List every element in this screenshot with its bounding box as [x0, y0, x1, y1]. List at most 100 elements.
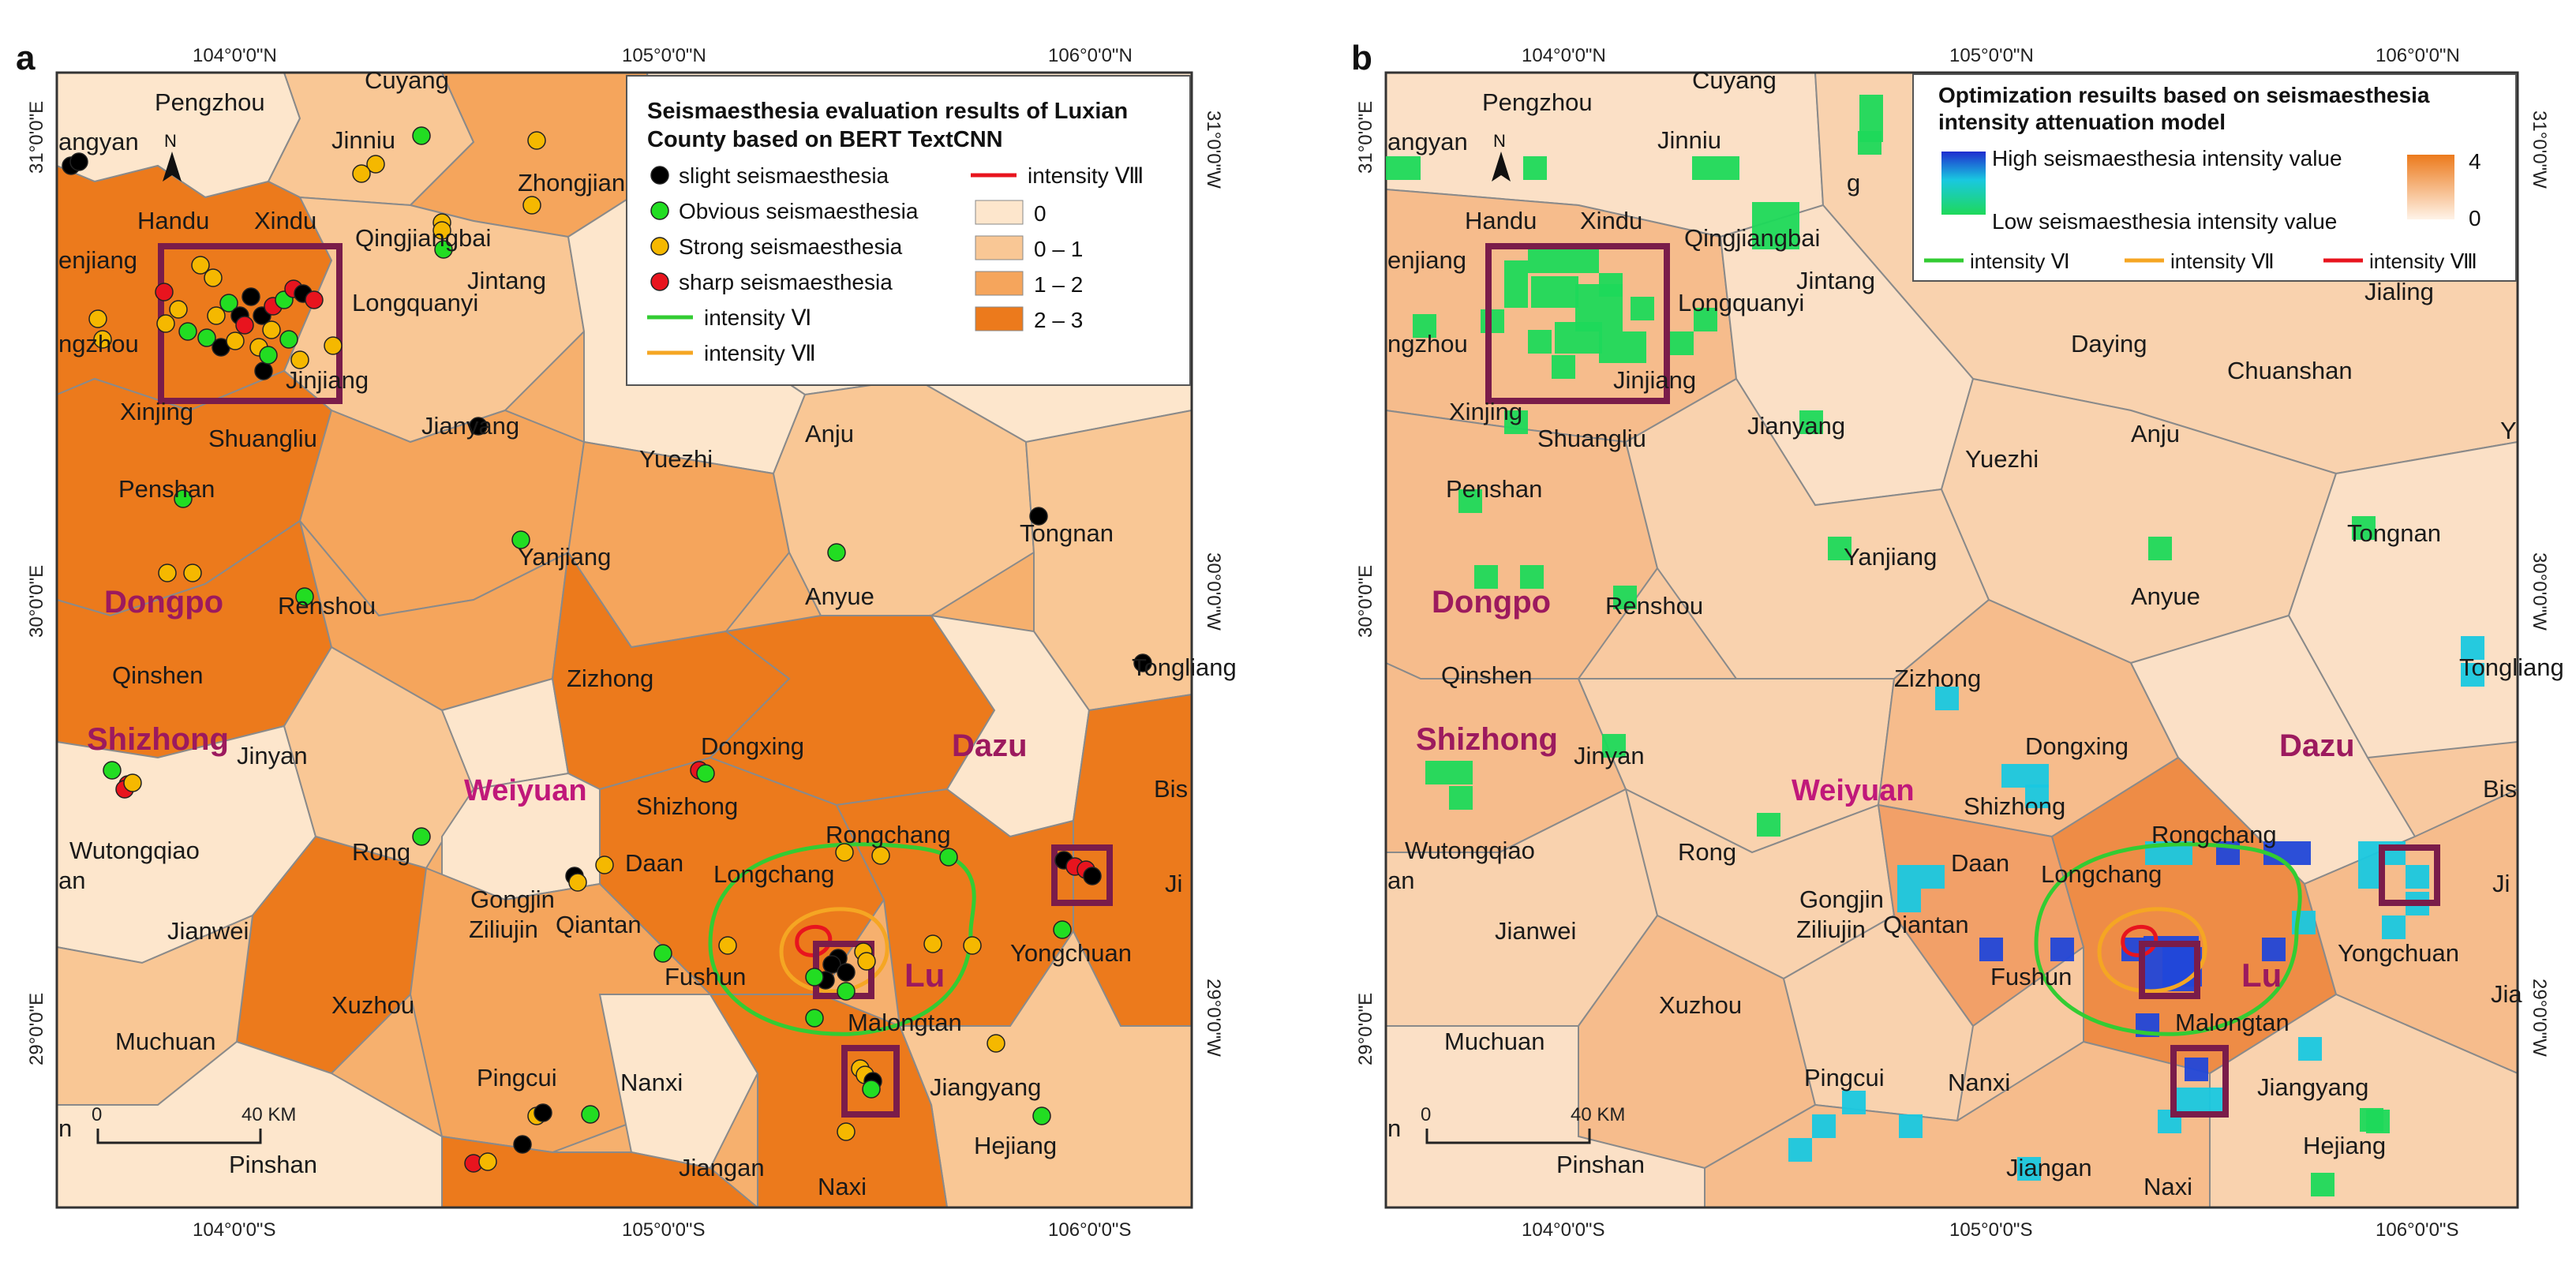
graticule-bottom-label: 106°0'0"S	[2376, 1219, 2458, 1241]
place-label: Malongtan	[848, 1009, 962, 1036]
intensity-cell	[1481, 309, 1504, 333]
place-label: Xuzhou	[331, 991, 414, 1019]
region	[1877, 803, 2085, 1028]
legend-items: slight seismaesthesia Obvious seismaesthe…	[647, 163, 1144, 365]
place-label: Jinjiang	[286, 366, 369, 394]
place-label: Jinyan	[1574, 742, 1645, 769]
seismaesthesia-point	[366, 155, 385, 174]
intensity-cell	[1528, 330, 1552, 354]
intensity-cell	[2017, 1157, 2041, 1181]
legend-title: intensity attenuation model	[1938, 110, 2226, 134]
seismaesthesia-point	[69, 152, 88, 171]
legend-line-label: intensity Ⅵ	[704, 305, 811, 330]
seismaesthesia-point	[123, 773, 142, 792]
intensity-cell	[1528, 249, 1552, 273]
place-label: Longquanyi	[1678, 289, 1804, 316]
place-label: Penshan	[118, 475, 215, 503]
intensity-cell	[1935, 687, 1959, 710]
graticule-left-label: 30°0'0"E	[26, 565, 47, 638]
place-label: Hejiang	[2303, 1132, 2386, 1159]
graticule-right-label: 30°0'0"W	[1203, 552, 1224, 631]
intensity-cell	[1692, 156, 1739, 180]
scale-bar-end: 40 KM	[1571, 1104, 1625, 1125]
seismaesthesia-point	[204, 268, 223, 287]
place-label: Tongliang	[1132, 653, 1237, 681]
place-label: Zizhong	[1894, 665, 1981, 692]
seismaesthesia-point	[93, 330, 112, 349]
seismaesthesia-point	[242, 287, 260, 306]
legend-line-label: intensity Ⅷ	[1028, 163, 1144, 188]
place-label: g	[1847, 169, 1860, 197]
region	[1782, 914, 1975, 1122]
intensity-cell	[2262, 938, 2286, 961]
place-label: Malongtan	[2175, 1009, 2290, 1036]
place-label: Ziliujin	[469, 915, 538, 943]
highlight-box	[2379, 844, 2440, 906]
seismaesthesia-point	[837, 1122, 856, 1141]
highlight-box	[1051, 844, 1113, 906]
place-label: Nanxi	[1948, 1069, 2010, 1096]
place-label: Daying	[2071, 330, 2147, 358]
panel-a-label: a	[16, 39, 36, 77]
place-label: Naxi	[2144, 1173, 2192, 1200]
place-label: Muchuan	[1444, 1028, 1545, 1055]
graticule-right-label: 30°0'0"W	[2529, 552, 2550, 631]
intensity-cell	[1599, 331, 1646, 363]
intensity-cell	[2360, 1108, 2383, 1132]
legend-class-label: 0	[1034, 201, 1046, 226]
seismaesthesia-point	[169, 300, 188, 319]
intensity-cell	[1504, 260, 1528, 284]
place-label: Yanjiang	[1844, 543, 1937, 571]
place-label: Jianyang	[421, 412, 519, 440]
place-label: Xinjing	[1449, 398, 1522, 425]
place-label: Penshan	[1446, 475, 1542, 503]
intensity-cell	[1788, 1138, 1812, 1162]
graticule-right-label: 31°0'0"W	[2529, 110, 2550, 189]
place-label: Xinjing	[120, 398, 193, 425]
intensity-7-line	[2097, 907, 2207, 994]
place-label: Renshou	[278, 592, 376, 620]
graticule-left-label: 29°0'0"E	[26, 993, 47, 1065]
seismaesthesia-point	[653, 944, 672, 963]
legend-point-symbol	[650, 237, 669, 256]
scale-bar-line	[1425, 1129, 1591, 1144]
place-label: ngzhou	[1387, 330, 1468, 358]
place-label: Jianwei	[1495, 917, 1576, 945]
legend-class-swatch	[975, 306, 1024, 331]
intensity-cell	[1386, 156, 1421, 180]
place-label: Anju	[2131, 420, 2180, 447]
place-label: Ji	[1165, 870, 1182, 897]
place-label: Pingcui	[1804, 1064, 1885, 1091]
place-label: Qiantan	[1883, 911, 1969, 938]
place-label: Rong	[352, 838, 410, 866]
graticule-bottom-label: 104°0'0"S	[1522, 1219, 1604, 1241]
legend-box	[626, 75, 1191, 386]
legend-line-label: intensity Ⅶ	[704, 341, 816, 365]
intensity-cell	[1979, 938, 2003, 961]
place-label: Nanxi	[620, 1069, 683, 1096]
highlight-box	[2139, 941, 2200, 999]
intensity-cell	[1842, 1091, 1866, 1114]
intensity-cell	[1752, 202, 1799, 249]
place-label: ngzhou	[58, 330, 139, 358]
place-label: Gongjin	[470, 885, 555, 913]
place-label: Qingjiangbai	[355, 224, 491, 252]
seismaesthesia-point	[923, 934, 942, 953]
seismaesthesia-point	[857, 952, 876, 971]
legend-title: County based on BERT TextCNN	[647, 127, 1003, 152]
seismaesthesia-point	[434, 240, 453, 259]
intensity-cell	[2298, 1037, 2322, 1061]
place-label: Pengzhou	[155, 88, 265, 116]
place-label: Xuzhou	[1659, 991, 1742, 1019]
place-label: Anju	[805, 420, 854, 447]
legend-high-label: High seismaesthesia intensity value	[1992, 146, 2342, 170]
intensity-cell	[1520, 565, 1544, 589]
graticule-left-label: 29°0'0"E	[1355, 993, 1376, 1065]
place-label: Jianyang	[1747, 412, 1845, 440]
seismaesthesia-point	[290, 350, 309, 369]
place-label: Pingcui	[477, 1064, 557, 1091]
legend-low-label: Low seismaesthesia intensity value	[1992, 209, 2337, 234]
place-label: Shizhong	[636, 792, 738, 820]
place-label: Wutongqiao	[1405, 837, 1535, 864]
seismaesthesia-point	[1032, 1106, 1051, 1125]
